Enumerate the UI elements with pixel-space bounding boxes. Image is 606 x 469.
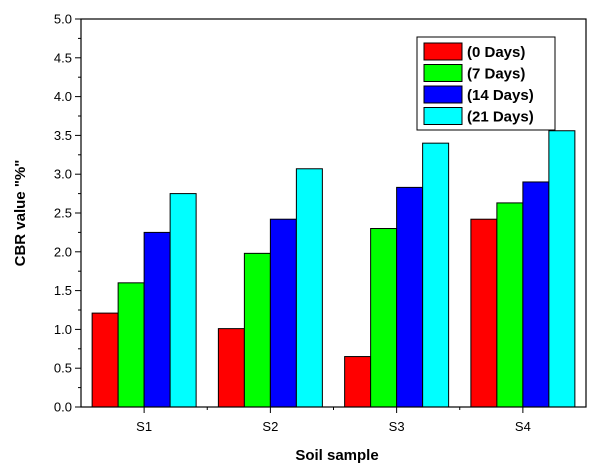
bar-s1-series-2 (143, 231, 171, 408)
legend-label-series-0: (0 Days) (467, 44, 525, 61)
bar-s1-series-0 (91, 312, 119, 408)
y-tick-label: 3.5 (54, 128, 72, 143)
y-tick-label: 0.0 (54, 400, 72, 415)
y-tick-label: 5.0 (54, 12, 72, 27)
legend: (0 Days) (7 Days) (14 Days) (21 Days) (416, 36, 556, 131)
bar-s4-series-1 (496, 202, 524, 408)
bar-s2-series-1 (243, 252, 271, 408)
x-axis: S1 S2 S3 S4 (136, 407, 531, 434)
x-tick-label: S4 (515, 419, 531, 434)
bar-s3-series-1 (370, 228, 398, 408)
bar-s4-series-2 (522, 181, 550, 408)
bar-s4-series-3 (548, 130, 576, 408)
bar-s1-series-3 (169, 193, 197, 408)
y-axis-label: CBR value "%" (12, 160, 29, 267)
x-tick-label: S3 (389, 419, 405, 434)
bar-s3-series-3 (422, 142, 450, 408)
y-tick-label: 3.0 (54, 167, 72, 182)
legend-label-series-1: (7 Days) (467, 66, 525, 83)
bars-group (91, 130, 576, 408)
y-tick-label: 4.0 (54, 89, 72, 104)
x-tick-label: S1 (136, 419, 152, 434)
legend-swatch-series-0 (423, 42, 463, 61)
legend-swatch-series-1 (423, 64, 463, 82)
legend-swatch-series-2 (423, 85, 463, 104)
bar-s2-series-0 (217, 328, 245, 408)
bar-s2-series-2 (269, 218, 297, 408)
y-tick-label: 2.0 (54, 244, 72, 259)
y-tick-label: 1.5 (54, 283, 72, 298)
legend-label-series-2: (14 Days) (467, 87, 534, 104)
bar-s1-series-1 (117, 282, 145, 408)
y-tick-label: 1.0 (54, 322, 72, 337)
y-tick-label: 4.5 (54, 50, 72, 65)
y-axis: 0.0 0.5 1.0 1.5 2.0 2.5 3.0 3.5 4.0 4.5 5.0 (54, 12, 81, 415)
bar-s4-series-0 (470, 218, 498, 408)
x-tick-label: S2 (262, 419, 278, 434)
bar-s2-series-3 (295, 168, 323, 408)
x-axis-label: Soil sample (295, 447, 378, 464)
legend-swatch-series-3 (423, 107, 463, 125)
legend-label-series-3: (21 Days) (467, 109, 534, 126)
y-tick-label: 2.5 (54, 206, 72, 221)
bar-s3-series-2 (396, 186, 424, 408)
bar-s3-series-0 (344, 356, 372, 408)
y-tick-label: 0.5 (54, 361, 72, 376)
